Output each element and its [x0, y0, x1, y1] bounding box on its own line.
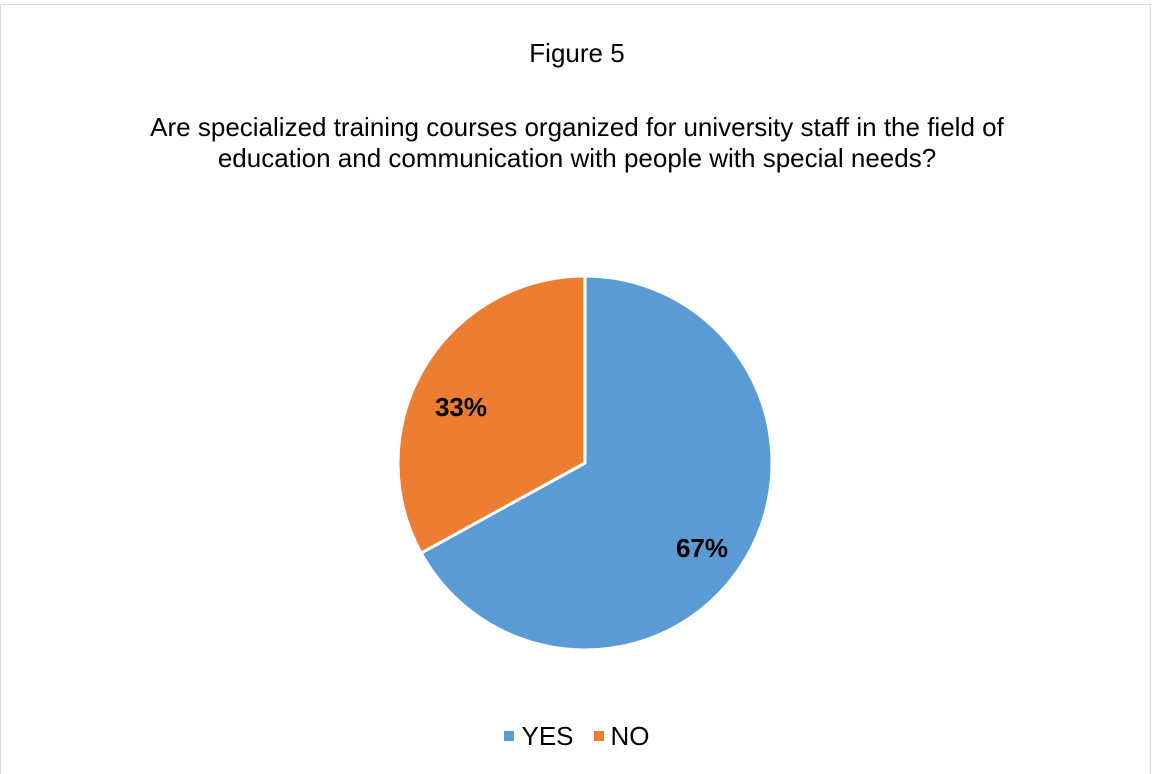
legend-label-no: NO — [610, 721, 650, 751]
legend: YES NO — [0, 721, 1154, 751]
pie-slice-no — [396, 274, 587, 555]
pie-slice-yes — [419, 274, 774, 652]
legend-item-no: NO — [593, 721, 650, 751]
legend-label-yes: YES — [521, 721, 574, 751]
legend-swatch-no — [593, 731, 604, 741]
figure-label: Figure 5 — [529, 38, 625, 68]
legend-swatch-yes — [504, 731, 515, 741]
data-label-no: 33% — [435, 392, 487, 422]
chart-title: Are specialized training courses organiz… — [150, 112, 1004, 173]
legend-item-yes: YES — [504, 721, 574, 751]
pie-labels: 67% 33% — [435, 392, 728, 563]
data-label-yes: 67% — [676, 533, 728, 563]
chart-frame — [0, 4, 1151, 774]
pie-slices — [396, 274, 774, 652]
